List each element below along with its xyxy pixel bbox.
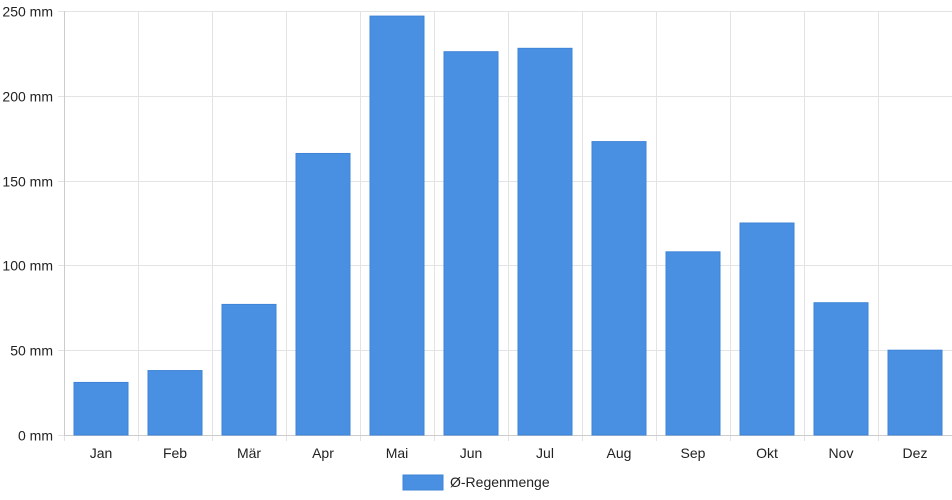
- y-tick-label: 50 mm: [10, 343, 53, 359]
- y-tick-label: 150 mm: [2, 174, 53, 190]
- bar-mai: [369, 15, 425, 436]
- chart-grid: [58, 11, 952, 441]
- bar-jan: [73, 381, 129, 436]
- x-tick-label: Aug: [607, 445, 632, 461]
- legend-label: Ø-Regenmenge: [450, 474, 550, 490]
- bar-dez: [887, 349, 943, 436]
- x-tick-label: Nov: [829, 445, 854, 461]
- bar-jul: [517, 47, 573, 436]
- y-tick-label: 100 mm: [2, 258, 53, 274]
- y-tick-label: 250 mm: [2, 4, 53, 20]
- bar-nov: [813, 302, 869, 436]
- x-tick-label: Sep: [681, 445, 706, 461]
- x-tick-label: Dez: [903, 445, 928, 461]
- x-axis: Jan Feb Mär Apr Mai Jun Jul Aug Sep Okt Nov Dez: [64, 435, 952, 461]
- x-tick-label: Jan: [90, 445, 113, 461]
- x-tick-label: Mär: [237, 445, 261, 461]
- legend[interactable]: Ø-Regenmenge: [402, 474, 550, 491]
- x-tick-label: Mai: [386, 445, 409, 461]
- bar-sep: [665, 251, 721, 436]
- bar-jun: [443, 51, 499, 436]
- y-tick-label: 200 mm: [2, 89, 53, 105]
- x-tick-label: Feb: [163, 445, 187, 461]
- bar-apr: [295, 152, 351, 436]
- y-tick-label: 0 mm: [18, 428, 53, 444]
- x-tick-label: Okt: [756, 445, 778, 461]
- bar-feb: [147, 370, 203, 436]
- y-axis: 0 mm 50 mm 100 mm 150 mm 200 mm 250 mm: [2, 4, 65, 444]
- legend-swatch: [402, 474, 444, 491]
- bar-series: [73, 15, 943, 436]
- x-tick-label: Apr: [312, 445, 334, 461]
- bar-okt: [739, 222, 795, 436]
- bar-mär: [221, 303, 277, 436]
- bar-aug: [591, 141, 647, 436]
- x-tick-label: Jun: [460, 445, 483, 461]
- x-tick-label: Jul: [536, 445, 554, 461]
